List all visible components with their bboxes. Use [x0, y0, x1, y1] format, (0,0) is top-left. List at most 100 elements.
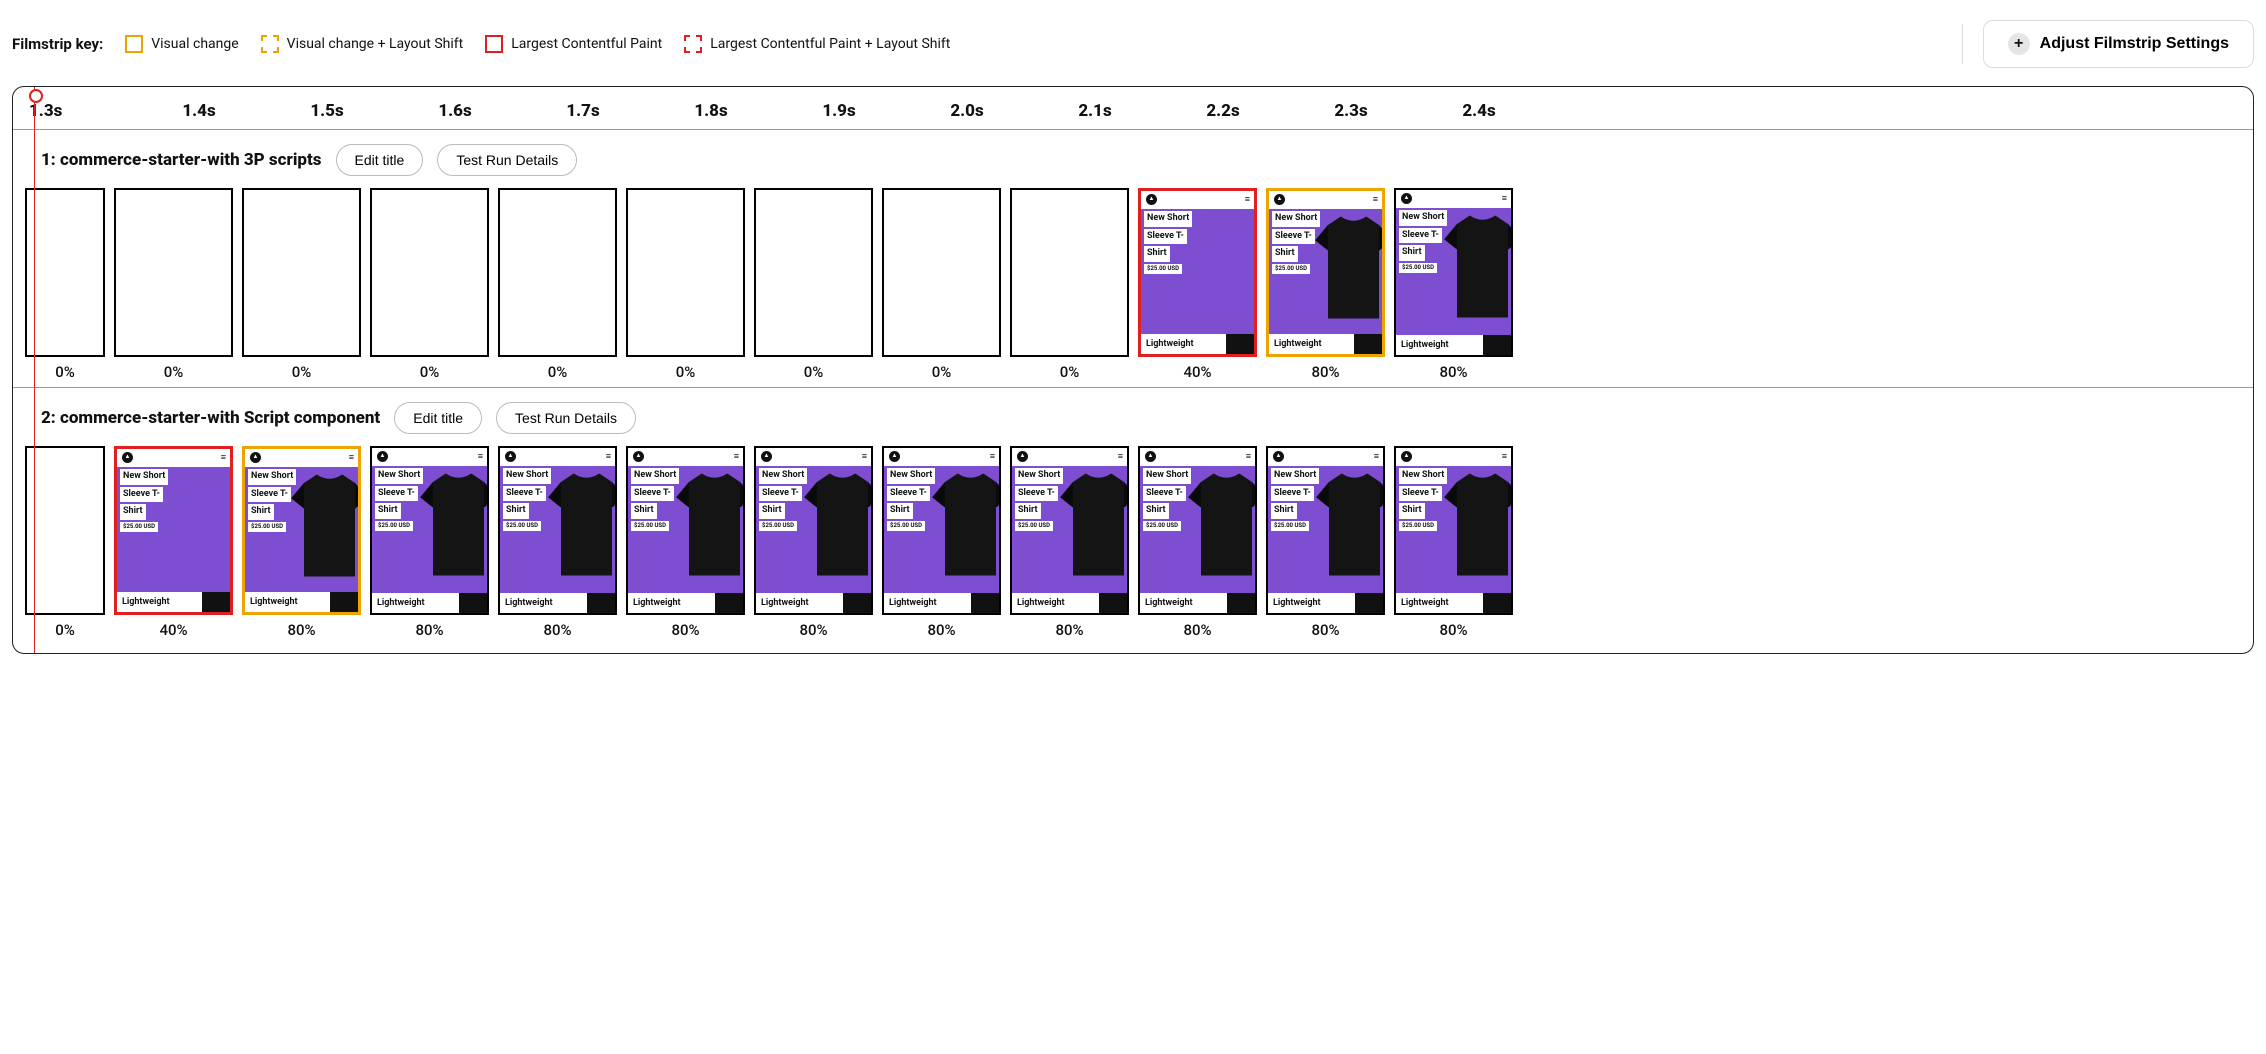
frame-thumbnail[interactable]: ≡ New ShortSleeve T-Shirt$25.00 USDLightw…: [114, 446, 233, 615]
frame-thumbnail[interactable]: [25, 446, 105, 615]
frame-thumbnail[interactable]: ≡New ShortSleeve T-Shirt$25.00 USDLightw…: [882, 446, 1001, 615]
frame-thumbnail[interactable]: [370, 188, 489, 357]
frame-thumbnail[interactable]: [114, 188, 233, 357]
thumb-card-topbar: ≡: [245, 449, 358, 465]
frame[interactable]: 0%: [626, 188, 745, 381]
frame-thumbnail[interactable]: ≡New ShortSleeve T-Shirt$25.00 USDLightw…: [498, 446, 617, 615]
thumb-card-body: New ShortSleeve T-Shirt$25.00 USDLightwe…: [245, 467, 358, 612]
frame[interactable]: ≡New ShortSleeve T-Shirt$25.00 USDLightw…: [1394, 188, 1513, 381]
menu-icon: ≡: [1118, 451, 1122, 462]
thumb-card-bottom: Lightweight: [1396, 593, 1511, 613]
frame[interactable]: 0%: [25, 446, 105, 639]
frame[interactable]: ≡ New ShortSleeve T-Shirt$25.00 USDLightw…: [114, 446, 233, 639]
frame[interactable]: ≡New ShortSleeve T-Shirt$25.00 USDLightw…: [1394, 446, 1513, 639]
legend-swatch: [485, 35, 503, 53]
frame[interactable]: 0%: [1010, 188, 1129, 381]
frame-thumbnail[interactable]: ≡New ShortSleeve T-Shirt$25.00 USDLightw…: [754, 446, 873, 615]
frame-percent: 40%: [159, 615, 187, 639]
lightweight-label: Lightweight: [884, 593, 971, 613]
filmstrip-panel: 1.3s1.4s1.5s1.6s1.7s1.8s1.9s2.0s2.1s2.2s…: [12, 86, 2254, 654]
thumb-card-bottom: Lightweight: [245, 592, 358, 612]
bottom-dark-box: [715, 593, 743, 613]
thumb-card-bottom: Lightweight: [756, 593, 871, 613]
menu-icon: ≡: [349, 452, 353, 463]
thumb-title: New ShortSleeve T-Shirt$25.00 USD: [1140, 466, 1191, 531]
edit-title-button[interactable]: Edit title: [336, 144, 424, 176]
thumb-card: ≡New ShortSleeve T-Shirt$25.00 USDLightw…: [1396, 448, 1511, 613]
playhead-marker[interactable]: [34, 87, 35, 653]
lightweight-label: Lightweight: [1396, 335, 1483, 355]
logo-icon: [250, 452, 261, 463]
frame[interactable]: ≡New ShortSleeve T-Shirt$25.00 USDLightw…: [1266, 188, 1385, 381]
thumb-card: ≡ New ShortSleeve T-Shirt$25.00 USDLightw…: [117, 449, 230, 612]
thumb-card-topbar: ≡: [500, 448, 615, 464]
adjust-filmstrip-settings-button[interactable]: + Adjust Filmstrip Settings: [1983, 20, 2254, 68]
frame[interactable]: 0%: [25, 188, 105, 381]
frame[interactable]: 0%: [882, 188, 1001, 381]
legend-item-label: Visual change: [151, 36, 238, 52]
frame[interactable]: ≡New ShortSleeve T-Shirt$25.00 USDLightw…: [1138, 188, 1257, 381]
frame[interactable]: 0%: [370, 188, 489, 381]
frame-thumbnail[interactable]: [242, 188, 361, 357]
bottom-dark-box: [1483, 335, 1511, 355]
thumb-title: New ShortSleeve T-Shirt$25.00 USD: [1012, 466, 1063, 531]
thumb-title: New ShortSleeve T-Shirt$25.00 USD: [1268, 466, 1319, 531]
frame-thumbnail[interactable]: [626, 188, 745, 357]
frame-thumbnail[interactable]: ≡New ShortSleeve T-Shirt$25.00 USDLightw…: [1138, 446, 1257, 615]
test-run-details-button[interactable]: Test Run Details: [437, 144, 577, 176]
frame-thumbnail[interactable]: ≡New ShortSleeve T-Shirt$25.00 USDLightw…: [370, 446, 489, 615]
edit-title-button[interactable]: Edit title: [394, 402, 482, 434]
time-tick: 2.0s: [903, 101, 1031, 121]
thumb-card-body: New ShortSleeve T-Shirt$25.00 USDLightwe…: [117, 467, 230, 612]
logo-icon: [1017, 451, 1028, 462]
frame-thumbnail[interactable]: ≡ New ShortSleeve T-Shirt$25.00 USDLightw…: [626, 446, 745, 615]
frame-percent: 80%: [1183, 615, 1211, 639]
frame-thumbnail[interactable]: ≡New ShortSleeve T-Shirt$25.00 USDLightw…: [1394, 188, 1513, 357]
frame-thumbnail[interactable]: ≡ New ShortSleeve T-Shirt$25.00 USDLightw…: [242, 446, 361, 615]
frame[interactable]: 0%: [242, 188, 361, 381]
frame-thumbnail[interactable]: [754, 188, 873, 357]
thumb-card: ≡ New ShortSleeve T-Shirt$25.00 USD Lightw…: [1012, 448, 1127, 613]
logo-icon: [761, 451, 772, 462]
frame-thumbnail[interactable]: [498, 188, 617, 357]
menu-icon: ≡: [221, 452, 225, 463]
frame[interactable]: ≡ New ShortSleeve T-Shirt$25.00 USDLightw…: [626, 446, 745, 639]
legend-item-label: Visual change + Layout Shift: [287, 36, 464, 52]
frame[interactable]: 0%: [114, 188, 233, 381]
test-run-details-button[interactable]: Test Run Details: [496, 402, 636, 434]
frame-thumbnail[interactable]: [882, 188, 1001, 357]
thumb-card-body: New ShortSleeve T-Shirt$25.00 USDLightwe…: [628, 466, 743, 613]
logo-icon: [1145, 451, 1156, 462]
thumb-card-topbar: ≡: [1012, 448, 1127, 464]
thumb-title: New ShortSleeve T-Shirt$25.00 USD: [117, 467, 168, 532]
frame-thumbnail[interactable]: ≡New ShortSleeve T-Shirt$25.00 USDLightw…: [1266, 188, 1385, 357]
thumb-card-body: New ShortSleeve T-Shirt$25.00 USD Lightwe…: [1396, 466, 1511, 613]
thumb-title: New ShortSleeve T-Shirt$25.00 USD: [1396, 466, 1447, 531]
frame-thumbnail[interactable]: ≡New ShortSleeve T-Shirt$25.00 USDLightw…: [1138, 188, 1257, 357]
frame[interactable]: ≡New ShortSleeve T-Shirt$25.00 USDLightw…: [498, 446, 617, 639]
frame[interactable]: 0%: [498, 188, 617, 381]
thumb-title: New ShortSleeve T-Shirt$25.00 USD: [1396, 208, 1447, 273]
logo-icon: [1146, 194, 1157, 205]
frame[interactable]: ≡ New ShortSleeve T-Shirt$25.00 USD Lightw…: [1010, 446, 1129, 639]
frame[interactable]: ≡New ShortSleeve T-Shirt$25.00 USDLightw…: [370, 446, 489, 639]
frame-thumbnail[interactable]: [25, 188, 105, 357]
thumb-card-bottom: Lightweight: [628, 593, 743, 613]
lightweight-label: Lightweight: [1012, 593, 1099, 613]
frame-thumbnail[interactable]: ≡ New ShortSleeve T-Shirt$25.00 USD Lightw…: [1010, 446, 1129, 615]
frame[interactable]: ≡New ShortSleeve T-Shirt$25.00 USDLightw…: [1138, 446, 1257, 639]
time-tick: 1.7s: [519, 101, 647, 121]
thumb-card-topbar: ≡: [628, 448, 743, 464]
frame-thumbnail[interactable]: ≡New ShortSleeve T-Shirt$25.00 USDLightw…: [1394, 446, 1513, 615]
tshirt-icon: [1440, 472, 1511, 577]
frame[interactable]: ≡New ShortSleeve T-Shirt$25.00 USDLightw…: [1266, 446, 1385, 639]
frame-thumbnail[interactable]: ≡New ShortSleeve T-Shirt$25.00 USDLightw…: [1266, 446, 1385, 615]
frame[interactable]: ≡New ShortSleeve T-Shirt$25.00 USDLightw…: [754, 446, 873, 639]
thumb-card-topbar: ≡: [117, 449, 230, 465]
frame[interactable]: ≡New ShortSleeve T-Shirt$25.00 USDLightw…: [882, 446, 1001, 639]
frame[interactable]: 0%: [754, 188, 873, 381]
thumb-card: ≡New ShortSleeve T-Shirt$25.00 USDLightw…: [1140, 448, 1255, 613]
bottom-dark-box: [1483, 593, 1511, 613]
frame[interactable]: ≡ New ShortSleeve T-Shirt$25.00 USDLightw…: [242, 446, 361, 639]
frame-thumbnail[interactable]: [1010, 188, 1129, 357]
